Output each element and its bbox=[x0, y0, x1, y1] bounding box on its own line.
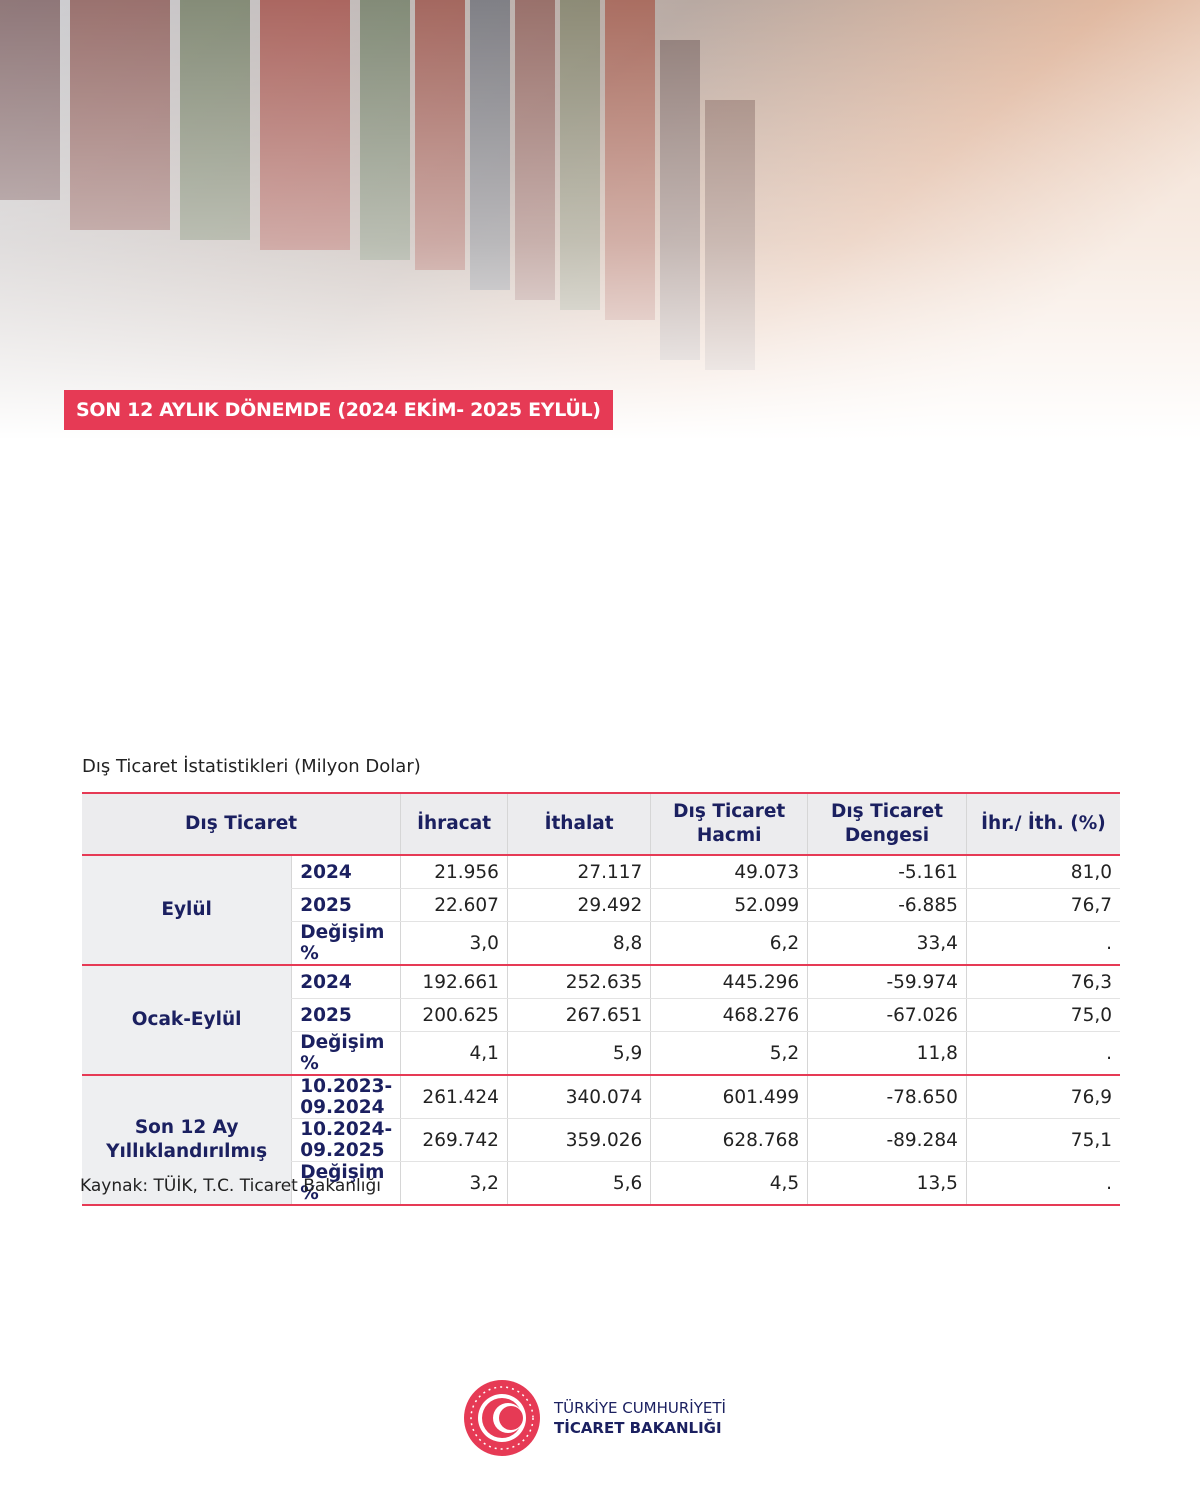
cell: 76,7 bbox=[965, 888, 1120, 922]
row-label: 2025 bbox=[291, 998, 401, 1032]
cell: 192.661 bbox=[400, 965, 508, 999]
logo-line: TÜRKİYE CUMHURİYETİ bbox=[554, 1398, 726, 1417]
cell: . bbox=[965, 1161, 1120, 1206]
cell: 49.073 bbox=[650, 855, 808, 889]
header-row: Dış Ticaret İhracat İthalat Dış Ticaret Hac… bbox=[82, 792, 1120, 856]
column-header: İhr./ İth. (%) bbox=[965, 792, 1120, 856]
cell: 5,6 bbox=[506, 1161, 651, 1206]
cell: 359.026 bbox=[506, 1118, 651, 1162]
column-header: İhracat bbox=[400, 792, 508, 856]
table-row: Son 12 Ay Yıllıklandırılmış 10.2023-09.20… bbox=[82, 1075, 1120, 1206]
cell: 52.099 bbox=[650, 888, 808, 922]
column-header: İthalat bbox=[506, 792, 651, 856]
cell: -5.161 bbox=[807, 855, 967, 889]
cell: -6.885 bbox=[807, 888, 967, 922]
logo: TÜRKİYE CUMHURİYETİ TİCARET BAKANLIĞI bbox=[462, 1378, 726, 1458]
column-header: Dış Ticaret bbox=[82, 792, 401, 856]
cell: 81,0 bbox=[965, 855, 1120, 889]
table-row: 2025 22.607 29.492 52.099 -6.885 76,7 bbox=[82, 888, 1120, 922]
cell: 4,1 bbox=[400, 1031, 508, 1076]
cell: 601.499 bbox=[650, 1075, 808, 1119]
table-row: Değişim % 3,2 5,6 4,5 13,5. bbox=[82, 1161, 1120, 1206]
table-row: Ocak-Eylül 2024 192.661 252.635 445.296 -59.9… bbox=[82, 965, 1120, 1076]
cell: . bbox=[965, 1031, 1120, 1076]
row-label: Değişim % bbox=[291, 921, 401, 966]
cell: 267.651 bbox=[506, 998, 651, 1032]
cell: 21.956 bbox=[400, 855, 508, 889]
source-note: Kaynak: TÜİK, T.C. Ticaret Bakanlığı bbox=[80, 1176, 382, 1196]
logo-emblem bbox=[464, 1380, 540, 1456]
table-caption: Dış Ticaret İstatistikleri (Milyon Dolar… bbox=[82, 756, 421, 777]
table-row: 2025 200.625 267.651 468.276 -67.026 75,0 bbox=[82, 998, 1120, 1032]
stats-table: Dış Ticaret İhracat İthalat Dış Ticaret Hac… bbox=[82, 792, 1120, 1206]
table-row: Eylül 2024 21.956 27.117 49.073 -5.161 81,0 bbox=[82, 855, 1120, 966]
group-label: Ocak-Eylül bbox=[82, 965, 292, 1076]
cell: 269.742 bbox=[400, 1118, 508, 1162]
column-header: Dış Ticaret Hacmi bbox=[650, 792, 808, 856]
cell: 76,9 bbox=[965, 1075, 1120, 1119]
cell: 261.424 bbox=[400, 1075, 508, 1119]
cell: 4,5 bbox=[650, 1161, 808, 1206]
cell: 445.296 bbox=[650, 965, 808, 999]
cell: 3,2 bbox=[400, 1161, 508, 1206]
cell: -89.284 bbox=[807, 1118, 967, 1162]
cell: 200.625 bbox=[400, 998, 508, 1032]
cell: . bbox=[965, 921, 1120, 966]
cell: 13,5 bbox=[807, 1161, 967, 1206]
row-label: 2024 bbox=[291, 855, 401, 889]
row-label: 10.2023-09.2024 bbox=[291, 1075, 401, 1119]
header-photo bbox=[0, 0, 1200, 440]
cell: 22.607 bbox=[400, 888, 508, 922]
column-header: Dış Ticaret Dengesi bbox=[807, 792, 967, 856]
row-label: 2025 bbox=[291, 888, 401, 922]
table-row: 10.2024-09.2025 269.742 359.026 628.768 -89.… bbox=[82, 1118, 1120, 1162]
row-label: Değişim % bbox=[291, 1161, 401, 1206]
table-body: Eylül 2024 21.956 27.117 49.073 -5.161 81,0 202… bbox=[82, 855, 1120, 1206]
cell: 76,3 bbox=[965, 965, 1120, 999]
logo-line: TİCARET BAKANLIĞI bbox=[554, 1419, 722, 1437]
cell: 27.117 bbox=[506, 855, 651, 889]
table-row: Değişim % 3,0 8,8 6,2 33,4. bbox=[82, 921, 1120, 966]
cell: 75,0 bbox=[965, 998, 1120, 1032]
row-label: 10.2024-09.2025 bbox=[291, 1118, 401, 1162]
cell: -67.026 bbox=[807, 998, 967, 1032]
cell: 468.276 bbox=[650, 998, 808, 1032]
cell: 75,1 bbox=[965, 1118, 1120, 1162]
cell: 29.492 bbox=[506, 888, 651, 922]
table-row: Değişim % 4,1 5,9 5,2 11,8. bbox=[82, 1031, 1120, 1076]
cell: 8,8 bbox=[506, 921, 651, 966]
row-label: Değişim % bbox=[291, 1031, 401, 1076]
cell: 5,9 bbox=[506, 1031, 651, 1076]
cell: 340.074 bbox=[506, 1075, 651, 1119]
cell: 11,8 bbox=[807, 1031, 967, 1076]
group-label: Eylül bbox=[82, 855, 292, 966]
cell: -59.974 bbox=[807, 965, 967, 999]
row-label: 2024 bbox=[291, 965, 401, 999]
cell: 33,4 bbox=[807, 921, 967, 966]
cell: 252.635 bbox=[506, 965, 651, 999]
cell: -78.650 bbox=[807, 1075, 967, 1119]
logo-text: TÜRKİYE CUMHURİYETİ TİCARET BAKANLIĞI bbox=[554, 1398, 726, 1439]
cell: 628.768 bbox=[650, 1118, 808, 1162]
group-label: Son 12 Ay Yıllıklandırılmış bbox=[82, 1075, 292, 1206]
cell: 3,0 bbox=[400, 921, 508, 966]
banner: SON 12 AYLIK DÖNEMDE (2024 EKİM- 2025 EY… bbox=[64, 390, 613, 430]
cell: 6,2 bbox=[650, 921, 808, 966]
cell: 5,2 bbox=[650, 1031, 808, 1076]
